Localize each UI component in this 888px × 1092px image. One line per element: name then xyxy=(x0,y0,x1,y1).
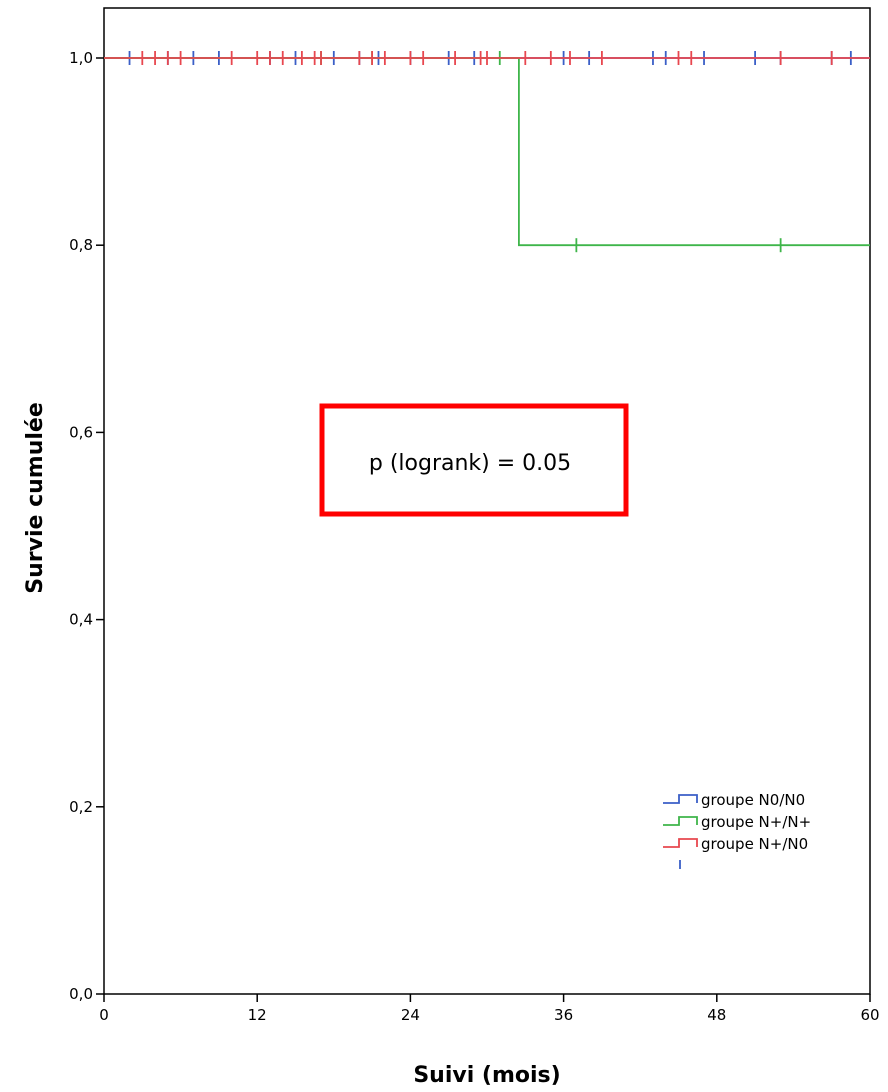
legend-label: groupe N+/N+ xyxy=(701,813,811,831)
x-tick-label: 12 xyxy=(248,1006,267,1024)
x-tick-label: 24 xyxy=(401,1006,420,1024)
plot-frame xyxy=(103,7,871,995)
annotation-box xyxy=(319,403,629,517)
x-axis-title: Suivi (mois) xyxy=(413,1063,560,1088)
logrank-annotation: p (logrank) = 0.05 xyxy=(319,403,629,517)
y-tick-label: 0,4 xyxy=(69,611,93,629)
y-tick-label: 1,0 xyxy=(69,49,93,67)
legend-entry: groupe N0/N0 xyxy=(663,791,805,809)
y-axis-title: Survie cumulée xyxy=(23,402,48,594)
legend-entry: groupe N+/N+ xyxy=(663,813,811,831)
series-1 xyxy=(104,51,870,253)
y-tick-label: 0,2 xyxy=(69,798,93,816)
legend-entry: groupe N+/N0 xyxy=(663,835,808,853)
annotation-text: p (logrank) = 0.05 xyxy=(369,451,571,476)
x-tick-label: 48 xyxy=(707,1006,726,1024)
y-axis: 0,0 0,2 0,4 0,6 0,8 1,0 xyxy=(69,49,104,1003)
y-tick-label: 0,8 xyxy=(69,236,93,254)
legend-label: groupe N+/N0 xyxy=(701,835,808,853)
legend-swatch xyxy=(663,838,698,848)
legend: groupe N0/N0 groupe N+/N+ groupe N+/N0 xyxy=(663,791,811,869)
x-tick-label: 36 xyxy=(554,1006,573,1024)
x-tick-label: 0 xyxy=(99,1006,109,1024)
x-axis: 0 12 24 36 48 60 xyxy=(99,994,880,1024)
y-tick-label: 0,0 xyxy=(69,985,93,1003)
legend-swatch xyxy=(663,794,698,804)
x-tick-label: 60 xyxy=(860,1006,879,1024)
legend-label: groupe N0/N0 xyxy=(701,791,805,809)
series-2 xyxy=(104,51,870,65)
legend-swatch xyxy=(663,816,698,826)
series-layer xyxy=(104,51,870,253)
series-line xyxy=(104,57,870,247)
y-tick-label: 0,6 xyxy=(69,423,93,441)
